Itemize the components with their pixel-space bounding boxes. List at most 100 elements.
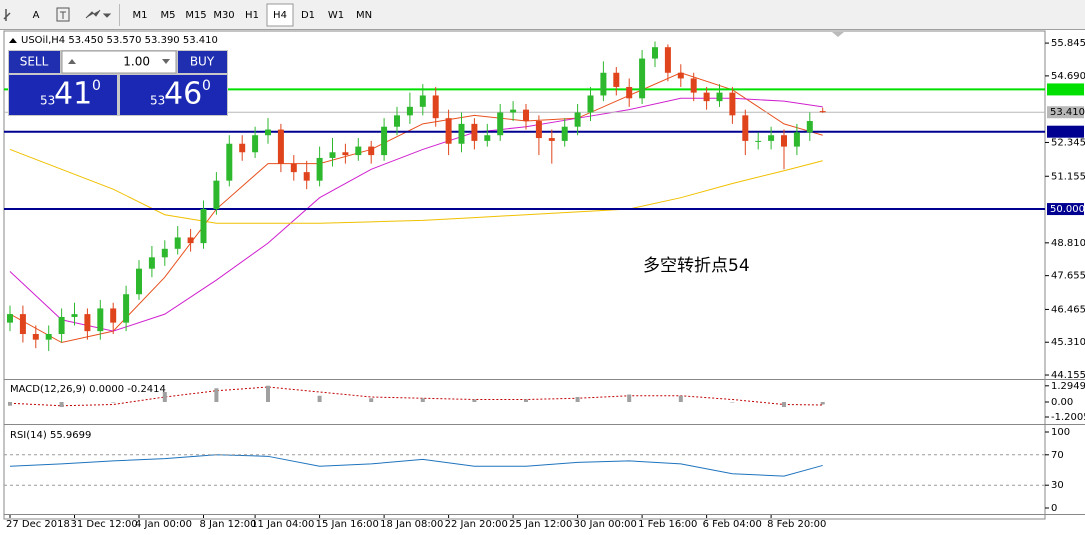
- candle-body: [19, 314, 26, 334]
- candle-body: [742, 115, 749, 141]
- y-tick-label: 30: [1051, 480, 1064, 491]
- candle-body: [432, 95, 439, 119]
- candle-body: [574, 112, 581, 127]
- candle-body: [123, 294, 130, 323]
- y-tick-label: 51.155: [1051, 171, 1085, 182]
- candle-body: [394, 115, 400, 127]
- macd-histogram: [678, 395, 683, 402]
- candle-body: [342, 152, 349, 156]
- candle-body: [329, 152, 336, 158]
- price-level-tag: [1047, 125, 1084, 138]
- macd-histogram: [472, 399, 477, 402]
- candle-body: [148, 257, 155, 269]
- timeframe-button[interactable]: D1: [301, 10, 315, 21]
- candle-body: [768, 135, 775, 141]
- shapes-tool[interactable]: [85, 9, 112, 19]
- candle-body: [458, 123, 465, 144]
- timeframe-button[interactable]: H1: [245, 10, 259, 21]
- candle-body: [84, 314, 91, 332]
- candle-body: [45, 333, 52, 340]
- price-level-tag: [1047, 203, 1084, 216]
- y-tick-label: 45.310: [1051, 337, 1085, 348]
- timeframe-button[interactable]: M5: [161, 10, 176, 21]
- line-tool[interactable]: [3, 9, 11, 21]
- toolbar-icons: A: [3, 4, 120, 26]
- candle-body: [419, 95, 426, 107]
- candle-body: [355, 146, 362, 156]
- timeframe-button[interactable]: W1: [328, 10, 344, 21]
- macd-histogram: [111, 402, 116, 403]
- macd-histogram: [524, 399, 528, 402]
- timeframe-button[interactable]: M30: [213, 10, 234, 21]
- y-tick-label: 100: [1051, 427, 1070, 438]
- y-tick-label: 54.690: [1051, 71, 1085, 82]
- timeframe-button[interactable]: M15: [185, 10, 206, 21]
- candle-body: [819, 111, 826, 113]
- x-tick-label: 30 Jan 00:00: [574, 519, 637, 530]
- timeframe-button[interactable]: M1: [133, 10, 148, 21]
- candle-body: [535, 121, 542, 139]
- candle-body: [316, 157, 323, 181]
- y-tick-label: 0: [1051, 503, 1057, 514]
- candle-body: [381, 126, 388, 156]
- ask-big: 53: [150, 94, 165, 108]
- candle-body: [7, 314, 13, 323]
- x-tick-label: 8 Jan 12:00: [200, 519, 257, 530]
- x-tick-label: 18 Jan 08:00: [380, 519, 443, 530]
- macd-histogram: [420, 398, 425, 402]
- x-tick-label: 27 Dec 2018: [6, 519, 70, 530]
- candle-body: [71, 314, 78, 317]
- candle-body: [484, 135, 491, 141]
- y-tick-label: 47.655: [1051, 271, 1085, 282]
- y-tick-label: -1.2005: [1051, 412, 1085, 423]
- sell-label[interactable]: SELL: [20, 55, 49, 69]
- ask-sup: 0: [202, 78, 211, 94]
- y-tick-label: 46.465: [1051, 304, 1085, 315]
- bid-sup: 0: [92, 78, 101, 94]
- candle-body: [806, 121, 813, 133]
- candle-body: [510, 109, 517, 113]
- candle-body: [406, 106, 413, 116]
- moving-average: [9, 97, 823, 332]
- candle-body: [252, 135, 259, 153]
- y-tick-label: 0.00: [1051, 397, 1073, 408]
- bid-box[interactable]: [9, 75, 117, 115]
- macd-histogram: [266, 385, 270, 402]
- chart-menu-arrow[interactable]: [9, 38, 17, 43]
- candle-body: [290, 163, 297, 173]
- macd-histogram: [214, 388, 219, 402]
- candle-body: [781, 135, 787, 147]
- timeframe-button[interactable]: H4: [273, 10, 287, 21]
- candle-body: [626, 86, 633, 99]
- price-level-label: 53.410: [1050, 107, 1085, 118]
- lots-field[interactable]: [61, 50, 177, 74]
- text-tool[interactable]: A: [33, 10, 40, 21]
- sell-button[interactable]: [9, 51, 60, 73]
- candle-body: [110, 308, 117, 323]
- x-tick-label: 4 Jan 00:00: [135, 519, 192, 530]
- macd-histogram: [782, 402, 786, 407]
- candle-body: [471, 123, 478, 141]
- candle-body: [587, 95, 594, 113]
- ask-box[interactable]: [120, 75, 227, 115]
- price-level-label: 50.000: [1050, 204, 1085, 215]
- label-tool[interactable]: [56, 7, 70, 22]
- candle-body: [213, 180, 220, 210]
- chart-title: USOil,H4 53.450 53.570 53.390 53.410: [21, 35, 218, 46]
- buy-button[interactable]: [178, 51, 227, 73]
- y-tick-label: 70: [1051, 450, 1064, 461]
- lots-value[interactable]: 1.00: [123, 55, 150, 69]
- macd-histogram: [369, 398, 374, 402]
- x-tick-label: 1 Feb 16:00: [638, 519, 697, 530]
- candle-body: [600, 72, 607, 96]
- timeframe-button[interactable]: MN: [356, 10, 372, 21]
- macd-histogram: [317, 395, 322, 402]
- rsi-title: RSI(14) 55.9699: [10, 430, 91, 441]
- macd-histogram: [820, 402, 825, 405]
- buy-label[interactable]: BUY: [190, 55, 215, 69]
- bid-big: 53: [40, 94, 55, 108]
- candle-body: [200, 209, 207, 244]
- candle-body: [729, 92, 736, 116]
- candle-body: [497, 112, 504, 136]
